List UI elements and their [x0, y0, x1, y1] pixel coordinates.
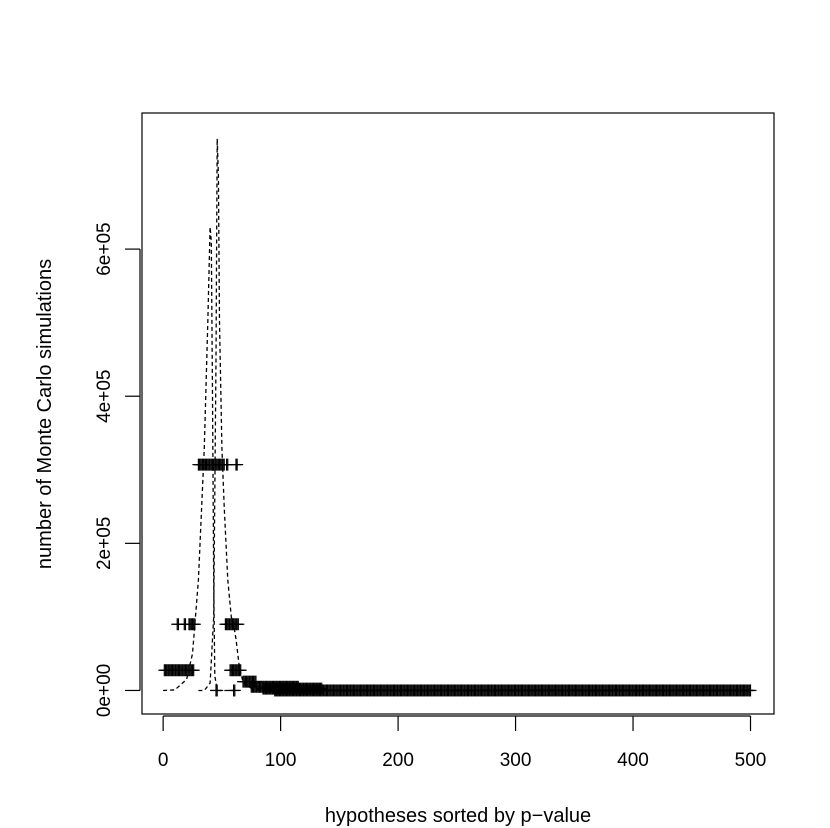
data-point — [744, 684, 757, 697]
data-point — [231, 458, 244, 471]
plus-markers — [158, 458, 757, 697]
x-tick-label: 200 — [382, 750, 414, 771]
y-axis-title: number of Monte Carlo simulations — [34, 259, 56, 569]
plot-area-frame — [141, 112, 775, 715]
dashed-series-line — [163, 226, 234, 692]
y-tick-label: 4e+05 — [94, 370, 115, 423]
x-axis-title: hypotheses sorted by p−value — [325, 805, 591, 827]
y-tick-label: 6e+05 — [94, 222, 115, 275]
x-tick-label: 0 — [158, 750, 169, 771]
x-tick-label: 500 — [735, 750, 767, 771]
data-point — [188, 618, 201, 631]
data-point — [211, 684, 224, 697]
y-tick-label: 0e+00 — [94, 664, 115, 717]
dashed-series-line — [198, 138, 340, 692]
x-axis: 0 100 200 300 400 500 — [158, 715, 767, 771]
x-tick-label: 300 — [500, 750, 532, 771]
x-tick-label: 400 — [617, 750, 649, 771]
y-tick-label: 2e+05 — [94, 517, 115, 570]
data-point — [234, 664, 247, 677]
data-point — [187, 664, 200, 677]
dashed-lines — [163, 138, 340, 692]
data-point — [232, 618, 245, 631]
y-axis: 0e+00 2e+05 4e+05 6e+05 — [94, 222, 141, 717]
data-point — [228, 684, 241, 697]
x-tick-label: 100 — [265, 750, 297, 771]
